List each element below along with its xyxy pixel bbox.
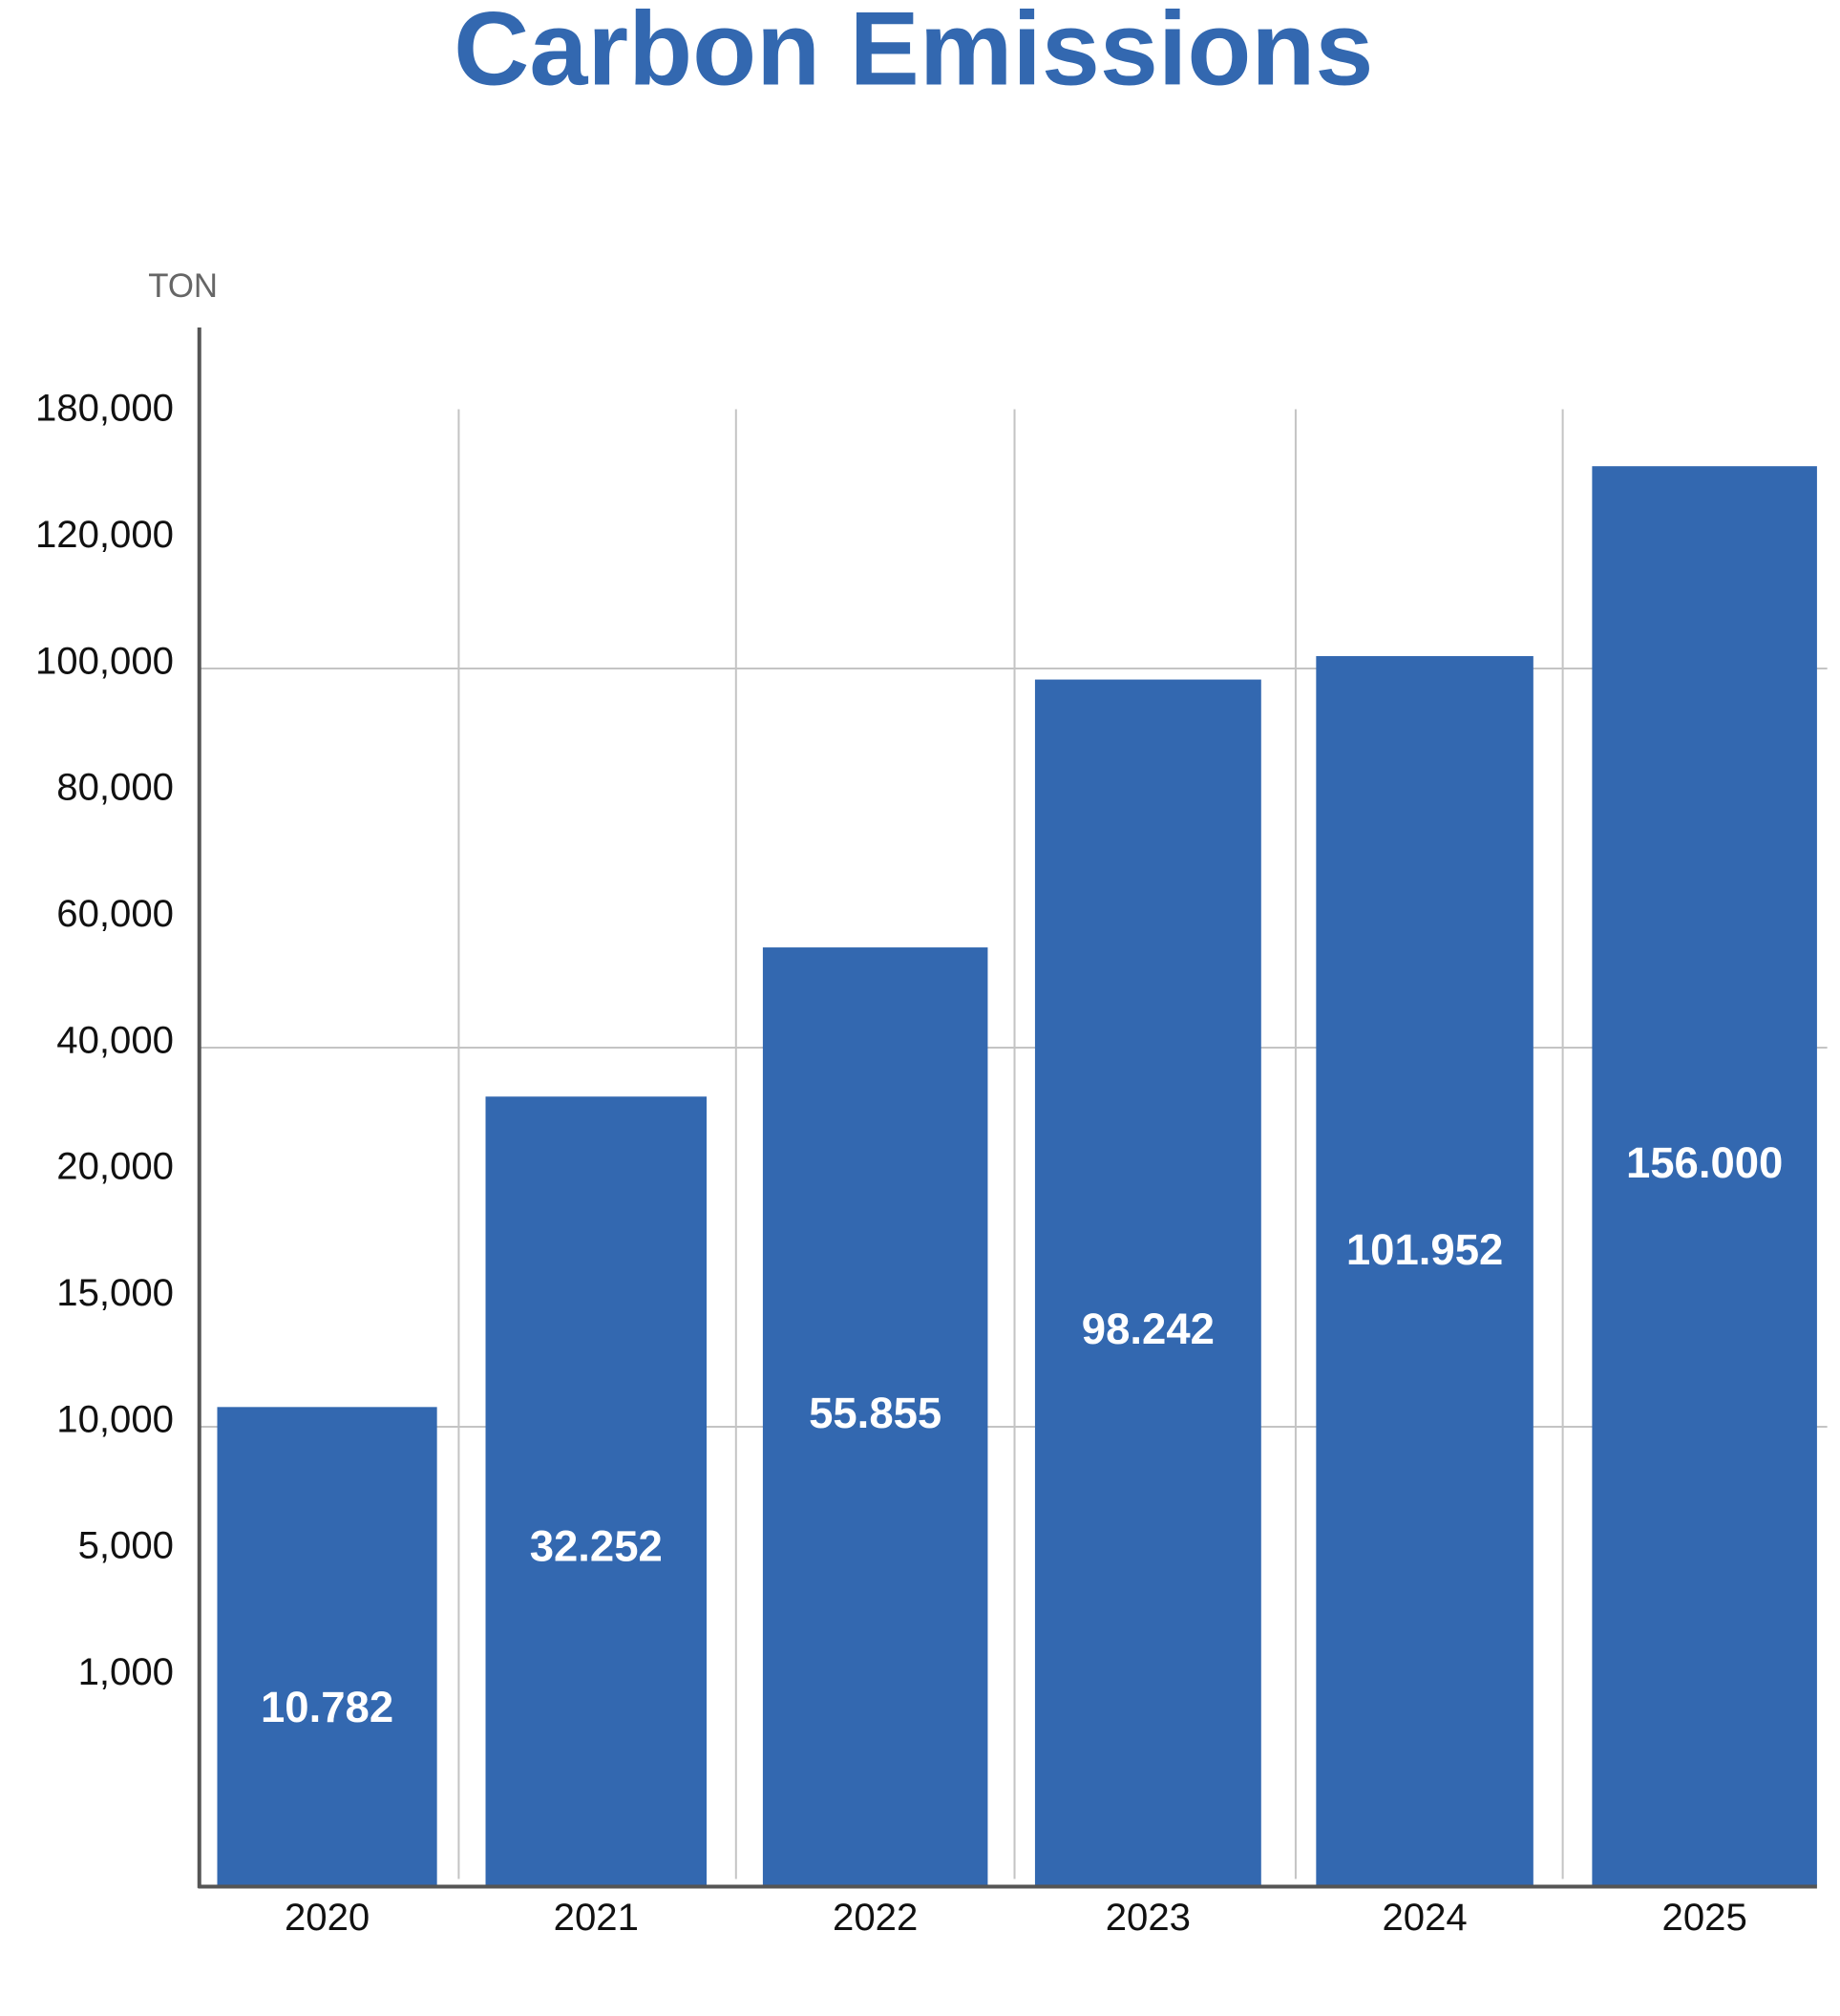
y-tick-label: 15,000 [56,1271,174,1314]
x-tick-label: 2021 [554,1896,639,1939]
gridlines [199,409,1828,1879]
y-tick-label: 40,000 [56,1018,174,1061]
bar-2024 [1316,656,1533,1886]
y-tick-label: 120,000 [35,513,174,556]
y-axis-ticks: 180,000 120,000 100,000 80,000 60,000 40,000 2… [35,387,174,1693]
bar-2022 [762,947,988,1886]
data-label: 101.952 [1346,1225,1503,1274]
bar-2020 [217,1407,437,1886]
bars [217,466,1817,1886]
bar-2021 [485,1096,708,1886]
data-label: 156.000 [1626,1138,1783,1187]
y-tick-label: 10,000 [56,1397,174,1440]
data-label: 55.855 [809,1389,941,1437]
x-tick-label: 2023 [1106,1896,1191,1939]
x-tick-label: 2024 [1382,1896,1467,1939]
data-labels: 10.782 32.252 55.855 98.242 101.952 156.000 [261,1138,1783,1731]
chart-title: Carbon Emissions [454,0,1373,108]
y-tick-label: 20,000 [56,1145,174,1188]
y-axis-unit-label: TON [148,268,218,305]
data-label: 32.252 [530,1521,663,1570]
y-tick-label: 1,000 [78,1650,174,1693]
data-label: 10.782 [261,1683,393,1731]
bar-2023 [1034,679,1261,1886]
x-axis-ticks: 2020 2021 2022 2023 2024 2025 [285,1896,1747,1939]
data-label: 98.242 [1082,1305,1215,1353]
bar-2025 [1592,466,1817,1886]
y-tick-label: 180,000 [35,387,174,430]
x-tick-label: 2025 [1662,1896,1747,1939]
x-tick-label: 2022 [833,1896,918,1939]
y-tick-label: 80,000 [56,766,174,809]
x-tick-label: 2020 [285,1896,370,1939]
y-tick-label: 100,000 [35,639,174,682]
y-tick-label: 60,000 [56,892,174,935]
y-tick-label: 5,000 [78,1524,174,1567]
